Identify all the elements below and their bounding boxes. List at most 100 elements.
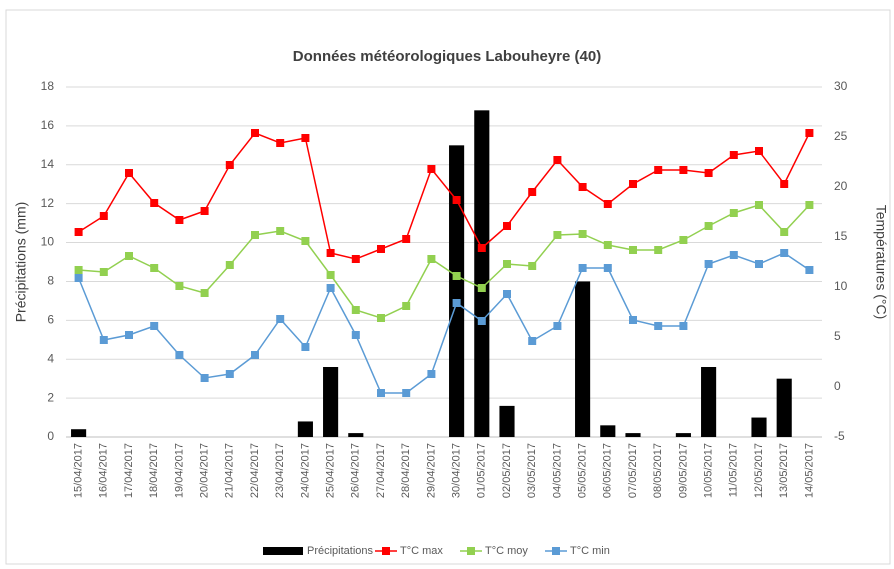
marker — [553, 156, 562, 164]
marker — [175, 282, 184, 290]
x-tick-label: 10/05/2017 — [703, 443, 715, 498]
x-tick-label: 03/05/2017 — [526, 443, 538, 498]
bar — [71, 429, 87, 437]
y-tick-label: 14 — [41, 157, 55, 171]
bar — [776, 378, 792, 437]
marker — [251, 129, 259, 137]
legend-label: Précipitations — [307, 545, 374, 557]
marker — [704, 260, 713, 268]
marker — [326, 284, 335, 292]
marker — [477, 244, 486, 252]
marker — [377, 245, 385, 253]
legend-label: T°C max — [400, 545, 443, 557]
x-tick-label: 27/04/2017 — [375, 443, 387, 498]
x-tick-label: 04/05/2017 — [551, 443, 563, 498]
marker — [74, 228, 83, 236]
x-tick-label: 17/04/2017 — [123, 443, 135, 498]
bar — [600, 425, 616, 437]
marker — [805, 266, 814, 274]
marker — [704, 169, 713, 177]
marker — [629, 180, 637, 188]
marker — [251, 351, 259, 359]
x-tick-label: 23/04/2017 — [274, 443, 286, 498]
y2-tick-label: 10 — [834, 279, 848, 293]
x-tick-label: 11/05/2017 — [728, 443, 740, 497]
x-tick-label: 18/04/2017 — [148, 443, 160, 498]
marker — [200, 207, 209, 215]
y2-tick-label: 20 — [834, 179, 848, 193]
marker — [377, 389, 385, 397]
marker — [452, 196, 461, 204]
marker — [150, 322, 159, 330]
marker — [427, 255, 436, 263]
marker — [578, 183, 587, 191]
x-tick-label: 12/05/2017 — [753, 443, 765, 498]
marker — [603, 241, 612, 249]
x-tick-label: 14/05/2017 — [803, 443, 815, 498]
marker — [99, 336, 108, 344]
x-tick-label: 28/04/2017 — [400, 443, 412, 498]
x-tick-label: 07/05/2017 — [627, 443, 639, 498]
x-tick-label: 16/04/2017 — [98, 443, 110, 498]
marker — [276, 139, 285, 147]
marker — [402, 302, 411, 310]
y-tick-label: 4 — [47, 351, 54, 365]
y2-tick-label: 25 — [834, 129, 848, 143]
x-tick-label: 25/04/2017 — [325, 443, 337, 498]
marker — [755, 201, 763, 209]
marker — [679, 166, 688, 174]
marker — [150, 199, 159, 207]
marker — [125, 331, 133, 339]
x-tick-label: 24/04/2017 — [299, 443, 311, 498]
marker — [125, 252, 133, 260]
bar — [675, 433, 691, 437]
y-tick-label: 12 — [41, 196, 55, 210]
marker — [200, 374, 209, 382]
x-tick-label: 02/05/2017 — [501, 443, 513, 498]
x-tick-label: 09/05/2017 — [677, 443, 689, 498]
x-tick-label: 21/04/2017 — [224, 443, 236, 498]
marker — [225, 370, 234, 378]
x-tick-label: 30/04/2017 — [451, 443, 463, 498]
y-tick-label: 8 — [47, 274, 54, 288]
marker — [225, 261, 234, 269]
marker — [125, 169, 133, 177]
marker — [301, 237, 310, 245]
x-tick-label: 01/05/2017 — [476, 443, 488, 498]
y2-tick-label: 0 — [834, 379, 841, 393]
marker — [200, 289, 209, 297]
marker — [276, 315, 285, 323]
y2-tick-label: -5 — [834, 429, 845, 443]
y2-tick-label: 30 — [834, 79, 848, 93]
marker — [729, 251, 738, 259]
marker — [780, 249, 789, 257]
marker — [74, 274, 83, 282]
marker — [805, 201, 814, 209]
y-tick-label: 0 — [47, 429, 54, 443]
legend-marker — [552, 547, 560, 555]
marker — [578, 264, 587, 272]
marker — [603, 264, 612, 272]
marker — [679, 322, 688, 330]
marker — [528, 337, 537, 345]
y-tick-label: 6 — [47, 313, 54, 327]
marker — [477, 317, 486, 325]
marker — [402, 235, 411, 243]
marker — [150, 264, 159, 272]
marker — [528, 262, 537, 270]
bar — [751, 417, 767, 437]
marker — [74, 266, 83, 274]
x-tick-label: 19/04/2017 — [173, 443, 185, 498]
chart-title: Données météorologiques Labouheyre (40) — [293, 48, 601, 65]
marker — [351, 255, 360, 263]
line — [78, 132, 811, 260]
marker — [251, 231, 259, 239]
marker — [729, 209, 738, 217]
marker — [276, 227, 285, 235]
marker — [402, 389, 411, 397]
chart-frame — [5, 9, 891, 565]
marker — [755, 147, 763, 155]
marker — [654, 166, 663, 174]
marker — [351, 306, 360, 314]
x-tick-label: 29/04/2017 — [425, 443, 437, 498]
